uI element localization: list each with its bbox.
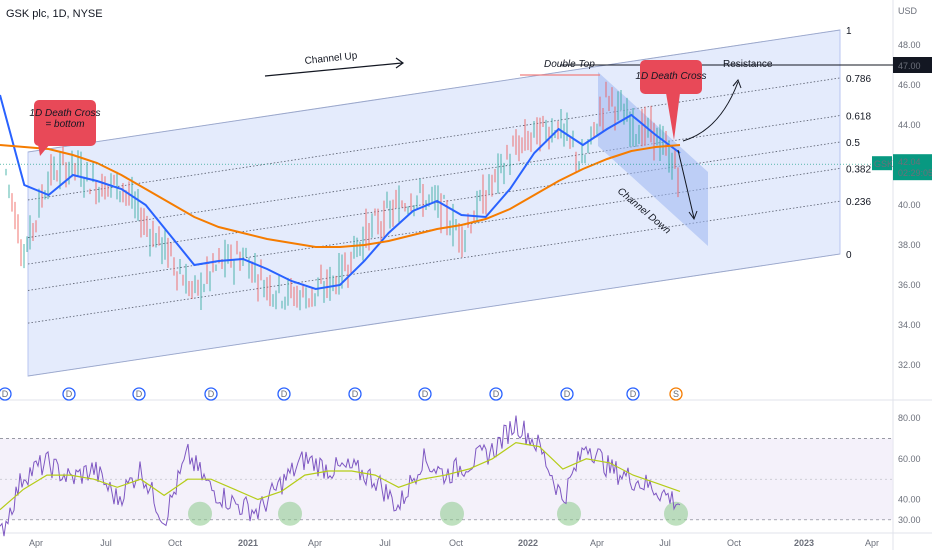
fib-line-0.786 <box>27 77 841 201</box>
y-tick-38.00: 38.00 <box>898 240 921 250</box>
death-cross-label-1-line-1: = bottom <box>45 119 84 130</box>
fib-label-0.382: 0.382 <box>846 164 871 175</box>
double-top-label: Double Top <box>544 59 595 70</box>
death-cross-bubble-1 <box>34 100 96 146</box>
fib-label-1: 1 <box>846 26 852 37</box>
dividend-marker-icon <box>204 387 218 401</box>
x-tick-Apr: Apr <box>865 538 879 548</box>
y-tick-44.00: 44.00 <box>898 120 921 130</box>
dividend-marker-label: D <box>564 389 571 399</box>
down-arrowhead <box>688 210 698 221</box>
price-candles <box>5 81 679 311</box>
y-tick-46.00: 46.00 <box>898 80 921 90</box>
y-tick-40.00: 40.00 <box>898 200 921 210</box>
x-tick-Oct: Oct <box>449 538 464 548</box>
x-tick-Jul: Jul <box>659 538 671 548</box>
channel-up-arrowhead <box>395 57 405 69</box>
oversold-highlight <box>188 501 212 526</box>
fib-label-0.236: 0.236 <box>846 197 871 208</box>
dividend-marker-icon <box>348 387 362 401</box>
channel-up-label: Channel Up <box>304 50 358 67</box>
dividend-marker-icon <box>132 387 146 401</box>
ticker-badge <box>872 156 892 171</box>
death-cross-pointer-2 <box>666 93 680 140</box>
dividend-marker-label: D <box>2 389 9 399</box>
y-tick-36.00: 36.00 <box>898 280 921 290</box>
ma-line-ma50 <box>0 94 681 291</box>
x-tick-2023: 2023 <box>794 538 814 548</box>
current-price-label: 42.04 <box>898 157 921 167</box>
fib-label-0: 0 <box>846 250 852 261</box>
x-tick-Jul: Jul <box>100 538 112 548</box>
split-marker-icon <box>669 387 683 401</box>
current-price-badge <box>893 154 932 181</box>
x-tick-2021: 2021 <box>238 538 258 548</box>
fib-label-0.786: 0.786 <box>846 74 871 85</box>
price-badge-label: 47.00 <box>898 61 921 71</box>
dividend-marker-label: D <box>352 389 359 399</box>
fib-line-0 <box>27 253 841 377</box>
channel-down-fill <box>598 72 708 246</box>
death-cross-label-2: 1D Death Cross <box>635 71 706 82</box>
ticker-label: GSK <box>874 159 893 169</box>
y-tick-34.00: 34.00 <box>898 320 921 330</box>
price-badge <box>893 57 932 73</box>
rsi-y-tick-40.00: 40.00 <box>898 495 921 505</box>
death-cross-pointer-1 <box>38 144 50 156</box>
down-arrow <box>677 149 695 219</box>
x-tick-Oct: Oct <box>727 538 742 548</box>
resistance-label: Resistance <box>723 59 773 70</box>
dividend-marker-label: D <box>493 389 500 399</box>
dividend-marker-label: D <box>281 389 288 399</box>
x-tick-2022: 2022 <box>518 538 538 548</box>
resistance-arrowhead <box>732 79 742 89</box>
fib-line-1 <box>27 29 841 153</box>
dividend-marker-icon <box>418 387 432 401</box>
oversold-highlight <box>440 501 464 526</box>
dividend-marker-icon <box>626 387 640 401</box>
rsi-ma-line <box>0 441 681 511</box>
fib-label-0.618: 0.618 <box>846 112 871 123</box>
fib-line-0.236 <box>27 200 841 324</box>
currency-label: USD <box>898 6 918 16</box>
ma-line-ma200 <box>0 144 681 248</box>
dividend-marker-label: D <box>630 389 637 399</box>
rsi-y-tick-30.00: 30.00 <box>898 515 921 525</box>
rsi-y-tick-80.00: 80.00 <box>898 413 921 423</box>
chart-title: GSK plc, 1D, NYSE <box>6 8 103 20</box>
oversold-highlight <box>557 501 581 526</box>
dividend-marker-icon <box>560 387 574 401</box>
dividend-marker-icon <box>489 387 503 401</box>
x-tick-Apr: Apr <box>590 538 604 548</box>
dividend-marker-label: D <box>422 389 429 399</box>
channel-up-arrow <box>264 62 403 77</box>
y-tick-48.00: 48.00 <box>898 40 921 50</box>
death-cross-label-1-line-0: 1D Death Cross <box>29 108 100 119</box>
x-tick-Jul: Jul <box>379 538 391 548</box>
x-tick-Apr: Apr <box>29 538 43 548</box>
dividend-marker-icon <box>62 387 76 401</box>
countdown-label: 02:29:05 <box>898 168 932 178</box>
x-tick-Apr: Apr <box>308 538 322 548</box>
dividend-marker-label: D <box>136 389 143 399</box>
dividend-marker-label: D <box>66 389 73 399</box>
death-cross-bubble-2 <box>640 60 702 94</box>
fib-label-0.5: 0.5 <box>846 138 860 149</box>
x-tick-Oct: Oct <box>168 538 183 548</box>
dividend-marker-icon <box>277 387 291 401</box>
oversold-highlight <box>278 501 302 526</box>
resistance-curve-arrow <box>682 81 739 142</box>
dividend-marker-icon <box>0 387 12 401</box>
dividend-marker-label: D <box>208 389 215 399</box>
rsi-y-tick-60.00: 60.00 <box>898 454 921 464</box>
split-marker-label: S <box>673 389 679 399</box>
rsi-line <box>0 415 681 537</box>
oversold-highlight <box>664 501 688 526</box>
y-tick-32.00: 32.00 <box>898 360 921 370</box>
fib-line-0.618 <box>27 115 841 238</box>
